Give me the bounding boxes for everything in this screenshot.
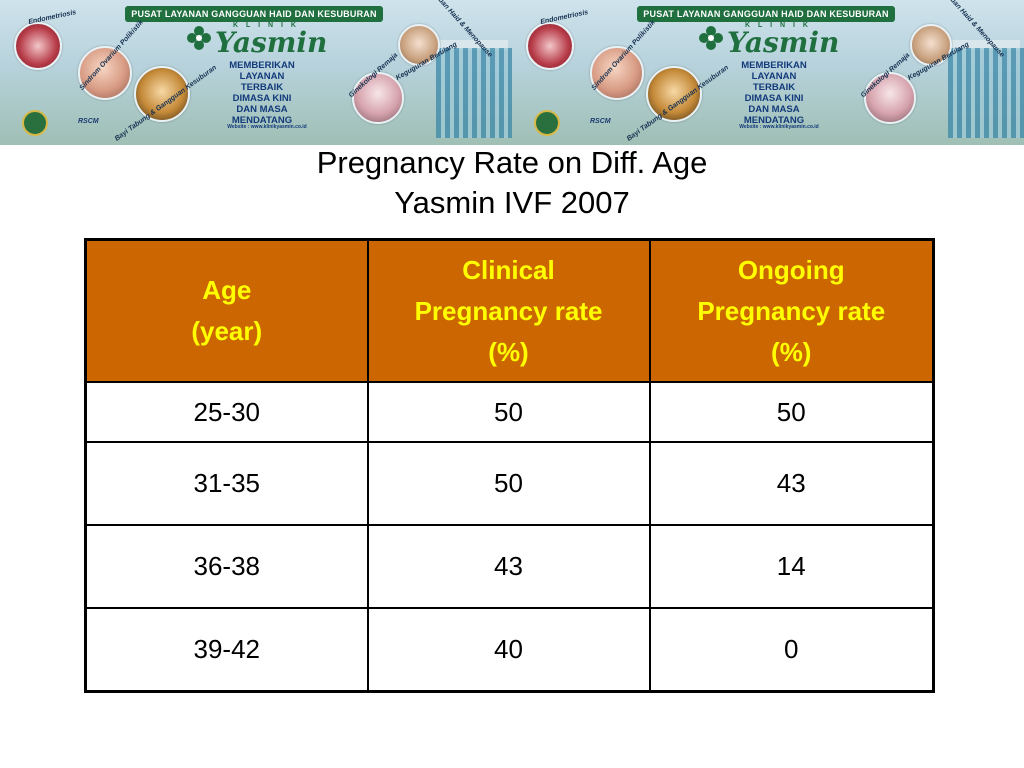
hospital-roof bbox=[440, 40, 508, 50]
hospital-building-image bbox=[436, 48, 512, 138]
rscm-logo: RSCM bbox=[590, 118, 611, 125]
cell-ongoing: 50 bbox=[648, 381, 935, 443]
header-text: (year) bbox=[191, 316, 263, 346]
cell-clinical: 50 bbox=[366, 381, 651, 443]
hospital-building-image bbox=[948, 48, 1024, 138]
tagline-line: TERBAIK bbox=[240, 82, 284, 93]
teen-image bbox=[352, 72, 404, 124]
table-row: 36-38 43 14 bbox=[84, 524, 935, 609]
circle-label: Endometriosis bbox=[27, 9, 77, 26]
cell-ongoing: 43 bbox=[648, 441, 935, 526]
flower-icon bbox=[187, 26, 211, 50]
banner-strip: PUSAT LAYANAN GANGGUAN HAID DAN KESUBURA… bbox=[125, 6, 383, 22]
tagline-line: MENDATANG bbox=[743, 115, 805, 126]
title-line-1: Pregnancy Rate on Diff. Age bbox=[316, 145, 708, 180]
header-text: Age bbox=[202, 275, 252, 305]
tagline-line: DAN MASA bbox=[748, 104, 800, 115]
header-age: Age (year) bbox=[84, 238, 369, 383]
header-ongoing: Ongoing Pregnancy rate (%) bbox=[648, 238, 935, 383]
cell-age: 31-35 bbox=[84, 441, 369, 526]
tagline-line: DAN MASA bbox=[236, 104, 288, 115]
tagline-line: MEMBERIKAN bbox=[229, 60, 295, 71]
banner-panel-right: PUSAT LAYANAN GANGGUAN HAID DAN KESUBURA… bbox=[512, 0, 1024, 145]
emblem-logo bbox=[534, 110, 560, 136]
banner-tagline: MEMBERIKAN LAYANAN TERBAIK DIMASA KINI D… bbox=[724, 60, 824, 126]
logo-yasmin-text: Yasmin bbox=[727, 26, 840, 59]
header-text: Clinical bbox=[462, 254, 555, 285]
logo-klinik-text: K L I N I K bbox=[745, 22, 811, 29]
header-text: (%) bbox=[488, 336, 529, 367]
tagline-line: LAYANAN bbox=[751, 71, 797, 82]
header-clinical: Clinical Pregnancy rate (%) bbox=[366, 238, 651, 383]
baby-image bbox=[590, 46, 644, 100]
header-text: (%) bbox=[771, 336, 812, 367]
cell-clinical: 43 bbox=[366, 524, 651, 609]
cell-clinical: 50 bbox=[366, 441, 651, 526]
table-row: 39-42 40 0 bbox=[84, 607, 935, 693]
table-row: 25-30 50 50 bbox=[84, 381, 935, 443]
rscm-logo: RSCM bbox=[78, 118, 99, 125]
tagline-line: MEMBERIKAN bbox=[741, 60, 807, 71]
table-row: 31-35 50 43 bbox=[84, 441, 935, 526]
cell-age: 25-30 bbox=[84, 381, 369, 443]
table-header-row: Age (year) Clinical Pregnancy rate (%) O… bbox=[84, 238, 935, 383]
endometriosis-image bbox=[526, 22, 574, 70]
embryo-image bbox=[646, 66, 702, 122]
slide-title: Pregnancy Rate on Diff. Age Yasmin IVF 2… bbox=[0, 143, 1024, 223]
logo-klinik-text: K L I N I K bbox=[233, 22, 299, 29]
header-text: Pregnancy rate bbox=[697, 295, 886, 326]
endometriosis-image bbox=[14, 22, 62, 70]
hospital-roof bbox=[952, 40, 1020, 50]
klinik-yasmin-logo: K L I N I K Yasmin bbox=[697, 22, 847, 59]
banner-website: Website : www.klinikyasmin.co.id bbox=[739, 124, 819, 130]
circle-label: Endometriosis bbox=[539, 9, 589, 26]
baby-image bbox=[78, 46, 132, 100]
embryo-image bbox=[134, 66, 190, 122]
cell-clinical: 40 bbox=[366, 607, 651, 693]
tagline-line: LAYANAN bbox=[239, 71, 285, 82]
tagline-line: DIMASA KINI bbox=[744, 93, 804, 104]
cell-age: 36-38 bbox=[84, 524, 369, 609]
logo-yasmin-text: Yasmin bbox=[215, 26, 328, 59]
flower-icon bbox=[699, 26, 723, 50]
banner-website: Website : www.klinikyasmin.co.id bbox=[227, 124, 307, 130]
banner-strip: PUSAT LAYANAN GANGGUAN HAID DAN KESUBURA… bbox=[637, 6, 895, 22]
header-text: Pregnancy rate bbox=[414, 295, 603, 326]
banner-tagline: MEMBERIKAN LAYANAN TERBAIK DIMASA KINI D… bbox=[212, 60, 312, 126]
couple-image bbox=[910, 24, 952, 66]
cell-age: 39-42 bbox=[84, 607, 369, 693]
tagline-line: TERBAIK bbox=[752, 82, 796, 93]
pregnancy-rate-table: Age (year) Clinical Pregnancy rate (%) O… bbox=[84, 238, 935, 693]
header-text: Ongoing bbox=[737, 254, 845, 285]
header-banner: PUSAT LAYANAN GANGGUAN HAID DAN KESUBURA… bbox=[0, 0, 1024, 145]
cell-ongoing: 14 bbox=[648, 524, 935, 609]
cell-ongoing: 0 bbox=[648, 607, 935, 693]
teen-image bbox=[864, 72, 916, 124]
couple-image bbox=[398, 24, 440, 66]
klinik-yasmin-logo: K L I N I K Yasmin bbox=[185, 22, 335, 59]
title-line-2: Yasmin IVF 2007 bbox=[394, 185, 630, 220]
tagline-line: MENDATANG bbox=[231, 115, 293, 126]
banner-panel-left: PUSAT LAYANAN GANGGUAN HAID DAN KESUBURA… bbox=[0, 0, 512, 145]
tagline-line: DIMASA KINI bbox=[232, 93, 292, 104]
emblem-logo bbox=[22, 110, 48, 136]
